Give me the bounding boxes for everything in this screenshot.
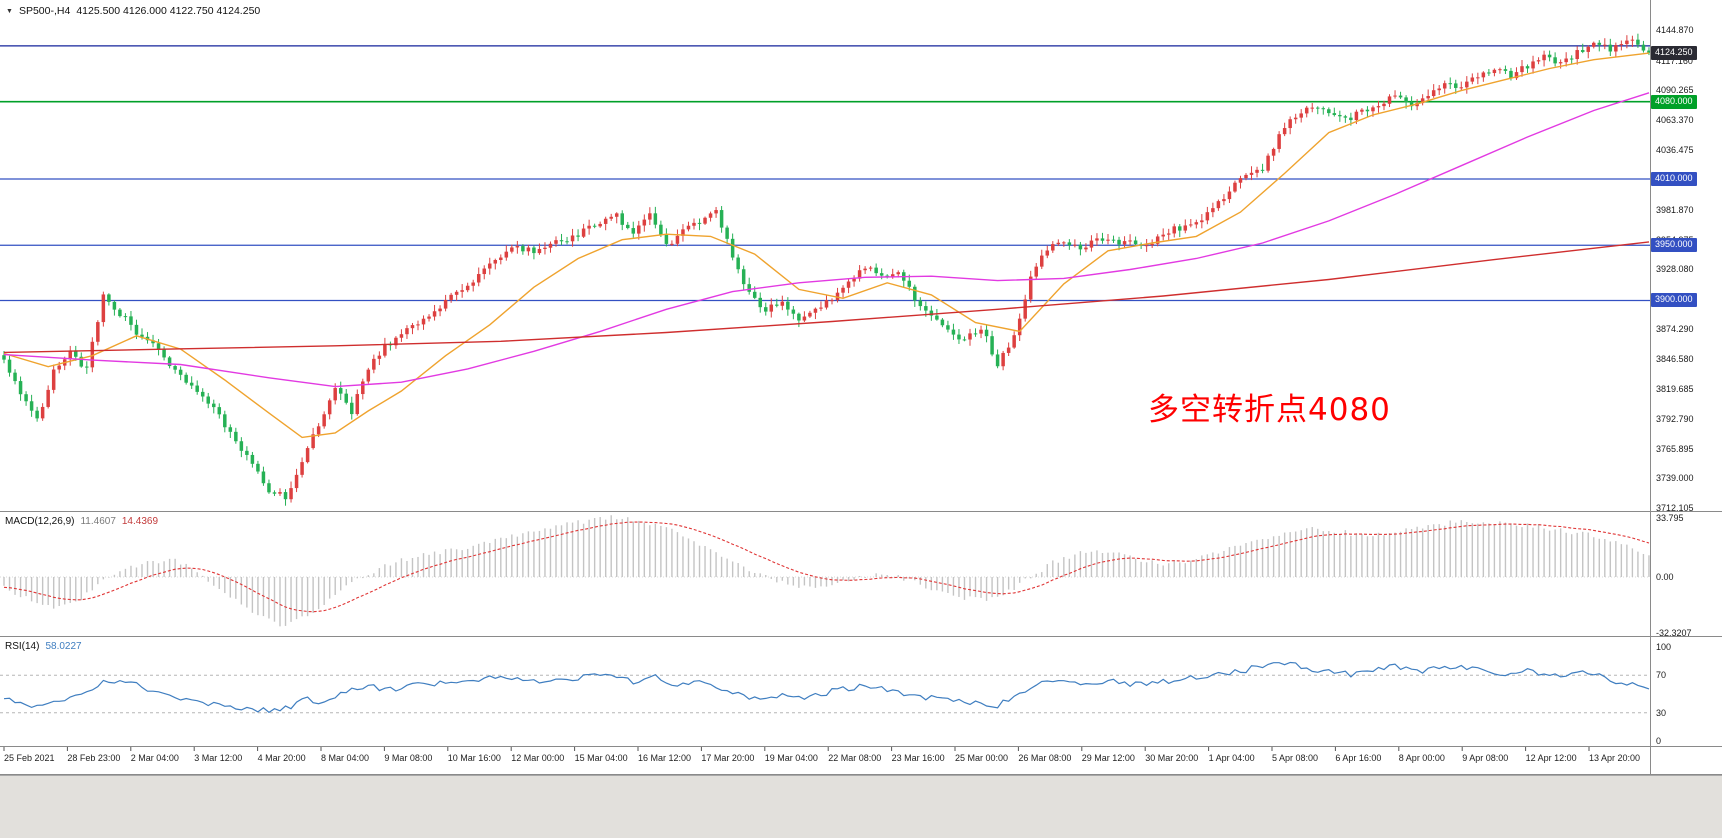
time-axis-label: 16 Mar 12:00 <box>638 753 692 763</box>
rsi-scale-label: 70 <box>1656 670 1667 681</box>
chart-symbol-line: ▼ SP500-,H4 4125.500 4126.000 4122.750 4… <box>6 5 260 17</box>
time-axis-label: 1 Apr 04:00 <box>1208 753 1255 763</box>
time-axis-label: 8 Apr 00:00 <box>1398 753 1445 763</box>
price-scale-label: 4036.475 <box>1656 144 1694 155</box>
rsi-value: 58.0227 <box>45 641 82 652</box>
rsi-scale-label: 30 <box>1656 707 1667 718</box>
collapse-triangle-icon[interactable]: ▼ <box>6 8 13 15</box>
time-axis-label: 23 Mar 16:00 <box>891 753 945 763</box>
price-marker: 3950.000 <box>1651 238 1697 253</box>
rsi-scale-label: 100 <box>1656 642 1672 652</box>
ma-line-MA-medium <box>3 92 1650 388</box>
symbol-timeframe-label: SP500-,H4 <box>18 5 71 17</box>
rsi-panel-graphics <box>0 661 1650 714</box>
ma-line-MA-fast <box>3 52 1650 439</box>
panel-separators <box>0 0 1722 775</box>
rsi-indicator-header: RSI(14) 58.0227 <box>5 641 82 652</box>
time-axis-label: 5 Apr 08:00 <box>1272 753 1319 763</box>
time-axis-label: 13 Apr 20:00 <box>1589 753 1641 763</box>
price-marker: 4080.000 <box>1651 94 1697 109</box>
time-axis-label: 10 Mar 16:00 <box>447 753 501 763</box>
macd-scale-label: -32.3207 <box>1656 628 1692 639</box>
time-axis-label: 2 Mar 04:00 <box>130 753 179 763</box>
time-axis-label: 6 Apr 16:00 <box>1335 753 1382 763</box>
time-axis-label: 15 Mar 04:00 <box>574 753 628 763</box>
macd-panel-graphics <box>0 515 1650 627</box>
time-axis-label: 17 Mar 20:00 <box>701 753 755 763</box>
price-marker: 3900.000 <box>1651 293 1697 308</box>
time-axis-label: 26 Mar 08:00 <box>1018 753 1072 763</box>
moving-averages <box>3 52 1650 439</box>
time-axis-label: 25 Mar 00:00 <box>955 753 1009 763</box>
price-marker: 4124.250 <box>1651 45 1697 60</box>
candlestick-series <box>2 33 1651 506</box>
chart-canvas[interactable] <box>0 0 1722 775</box>
macd-scale-label: 0.00 <box>1656 572 1674 582</box>
time-axis-label: 3 Mar 12:00 <box>194 753 243 763</box>
time-axis-label: 8 Mar 04:00 <box>321 753 370 763</box>
price-scale-label: 3712.105 <box>1656 503 1694 513</box>
time-axis-label: 25 Feb 2021 <box>4 753 55 763</box>
macd-value: 11.4607 <box>80 516 116 527</box>
time-axis-label: 4 Mar 20:00 <box>257 753 306 763</box>
price-scale-label: 3874.290 <box>1656 323 1694 334</box>
horizontal-level-lines <box>0 45 1650 302</box>
time-axis-label: 30 Mar 20:00 <box>1145 753 1199 763</box>
macd-scale-label: 33.795 <box>1656 513 1684 523</box>
time-axis-label: 28 Feb 23:00 <box>67 753 121 763</box>
price-scale-label: 3819.685 <box>1656 384 1694 395</box>
time-axis-label: 22 Mar 08:00 <box>828 753 882 763</box>
macd-title: MACD(12,26,9) <box>5 516 75 527</box>
rsi-scale-label: 0 <box>1656 736 1662 746</box>
price-scale-label: 3765.895 <box>1656 443 1694 454</box>
price-scale-label: 4117.160 <box>1656 55 1693 66</box>
time-axis-label: 9 Mar 08:00 <box>384 753 433 763</box>
price-scale-label: 3981.870 <box>1656 205 1694 216</box>
price-scale-label: 3846.580 <box>1656 354 1694 365</box>
price-scale-label: 4063.370 <box>1656 115 1694 126</box>
price-marker: 4010.000 <box>1651 171 1697 186</box>
chart-annotation-text: 多空转折点4080 <box>1148 392 1391 428</box>
macd-indicator-header: MACD(12,26,9) 11.4607 14.4369 <box>5 516 158 527</box>
price-scale-label: 4144.870 <box>1656 25 1694 35</box>
price-scale-label: 3792.790 <box>1656 413 1694 424</box>
macd-signal-line <box>3 521 1650 613</box>
ma-line-MA-slow <box>3 241 1650 354</box>
time-axis-label: 12 Apr 12:00 <box>1525 753 1577 763</box>
rsi-title: RSI(14) <box>5 641 40 652</box>
time-axis-label: 12 Mar 00:00 <box>511 753 565 763</box>
rsi-line <box>3 661 1650 714</box>
price-scale-label: 3739.000 <box>1656 473 1694 484</box>
macd-signal-value: 14.4369 <box>121 516 159 527</box>
ohlc-values: 4125.500 4126.000 4122.750 4124.250 <box>76 5 261 17</box>
price-scale-label: 4090.265 <box>1656 85 1694 96</box>
time-axis-label: 9 Apr 08:00 <box>1462 753 1509 763</box>
time-axis-label: 19 Mar 04:00 <box>764 753 818 763</box>
time-axis-label: 29 Mar 12:00 <box>1081 753 1135 763</box>
price-scale-label: 3928.080 <box>1656 264 1694 275</box>
footer-bar <box>0 775 1722 838</box>
